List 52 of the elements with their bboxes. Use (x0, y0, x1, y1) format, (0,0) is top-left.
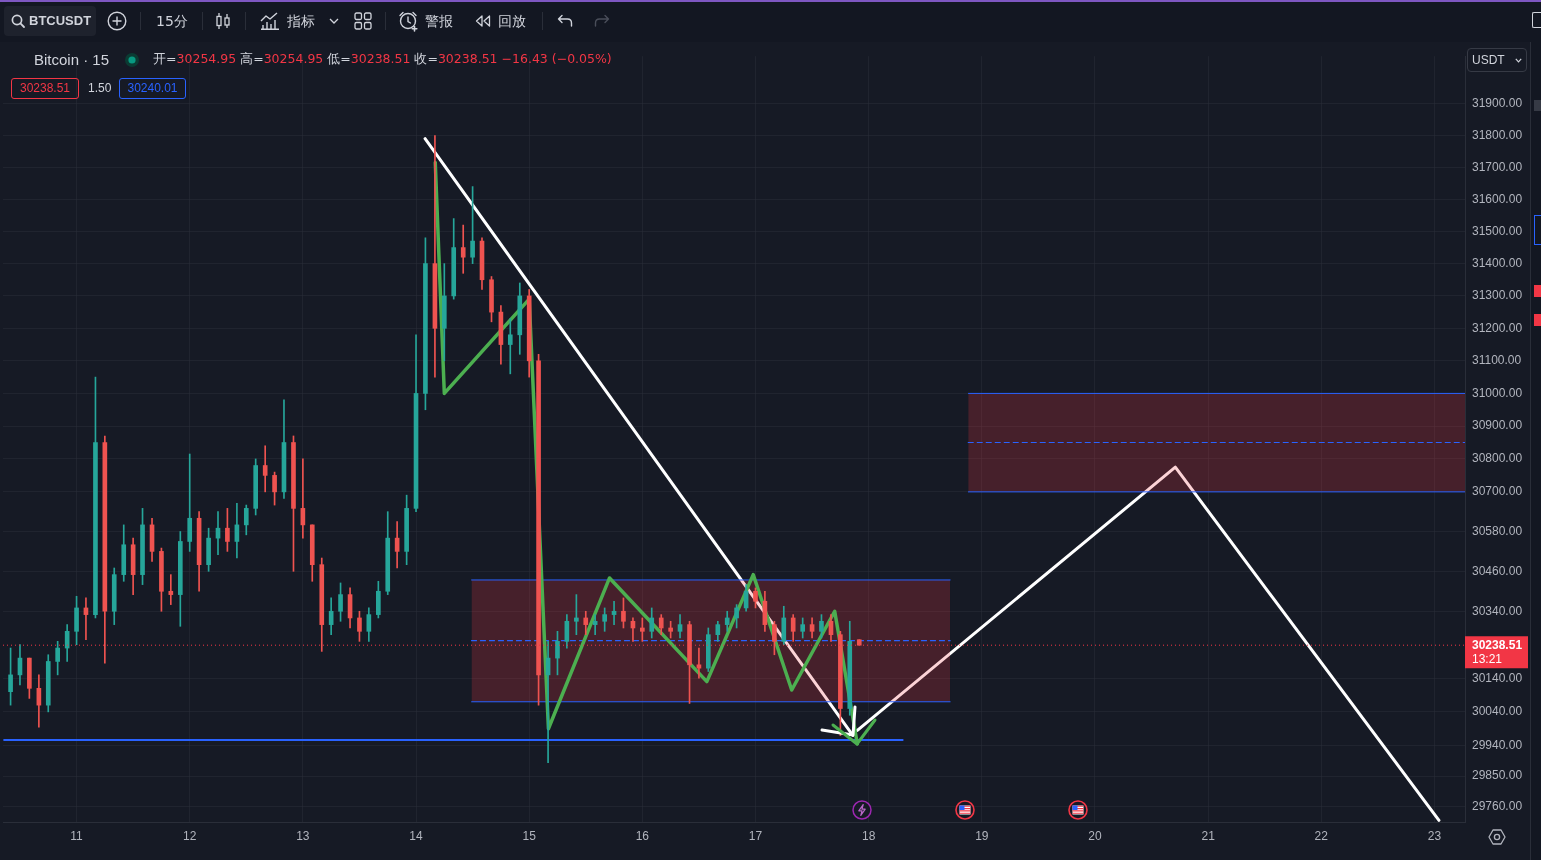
y-tick-label: 30040.00 (1472, 704, 1523, 719)
y-tick-label: 29760.00 (1472, 798, 1523, 813)
candlestick (460, 224, 466, 274)
text: 15分 (156, 12, 188, 31)
x-tick-label: 22 (1314, 828, 1329, 843)
x-tick-label: 20 (1088, 828, 1102, 843)
text: 指标 (287, 12, 315, 31)
candlestick (187, 453, 193, 552)
x-tick-label: 16 (635, 828, 650, 843)
candlestick (262, 445, 268, 493)
dropdown: USDT (1467, 48, 1527, 72)
y-tick-label: 30140.00 (1472, 670, 1523, 685)
x-tick-label: 11 (70, 828, 84, 843)
y-tick-label: 31000.00 (1472, 385, 1523, 400)
annotation: 1.50 (88, 80, 112, 96)
y-tick-label: 30580.00 (1472, 523, 1523, 538)
y-tick-label: 31100.00 (1472, 353, 1522, 368)
y-tick-label: 31700.00 (1472, 159, 1523, 174)
y-tick-label: 31300.00 (1472, 288, 1523, 303)
search-field: BTCUSDT (4, 6, 96, 36)
candlestick (507, 318, 513, 375)
y-tick-label: 30900.00 (1472, 418, 1523, 433)
x-tick-label: 18 (861, 828, 876, 843)
annotation: 30240.01 (119, 78, 186, 99)
text: 30238.51 (19, 81, 71, 95)
y-tick-label: 30340.00 (1472, 603, 1523, 618)
text: 13:21 (1472, 651, 1503, 666)
y-tick-label: 30460.00 (1472, 563, 1523, 578)
x-tick-label: 21 (1201, 828, 1216, 843)
y-tick-label: 31800.00 (1472, 127, 1523, 142)
candlestick (168, 574, 174, 605)
x-tick-label: 15 (522, 828, 537, 843)
y-tick-label: 29850.00 (1472, 768, 1523, 783)
text: 回放 (498, 12, 526, 31)
x-tick-label: 13 (296, 828, 310, 843)
y-tick-label: 31600.00 (1472, 191, 1523, 206)
x-tick-label: 23 (1427, 828, 1442, 843)
y-tick-label: 31200.00 (1472, 320, 1523, 335)
chart-title: Bitcoin · 15 (34, 51, 110, 68)
x-tick-label: 14 (409, 828, 424, 843)
y-tick-label: 31500.00 (1472, 223, 1523, 238)
y-tick-label: 29940.00 (1472, 737, 1523, 752)
x-tick-label: 12 (183, 828, 197, 843)
y-tick-label: 31400.00 (1472, 255, 1523, 270)
ref-line-label: 30238.51 (1472, 637, 1523, 652)
y-tick-label: 31900.00 (1472, 96, 1523, 110)
annotation: 30238.51 (350, 51, 411, 66)
text: 警报 (425, 12, 453, 31)
y-tick-label: 30800.00 (1472, 451, 1523, 466)
x-tick-label: 17 (748, 828, 763, 843)
y-tick-label: 30700.00 (1472, 484, 1523, 499)
x-tick-label: 19 (975, 828, 989, 843)
